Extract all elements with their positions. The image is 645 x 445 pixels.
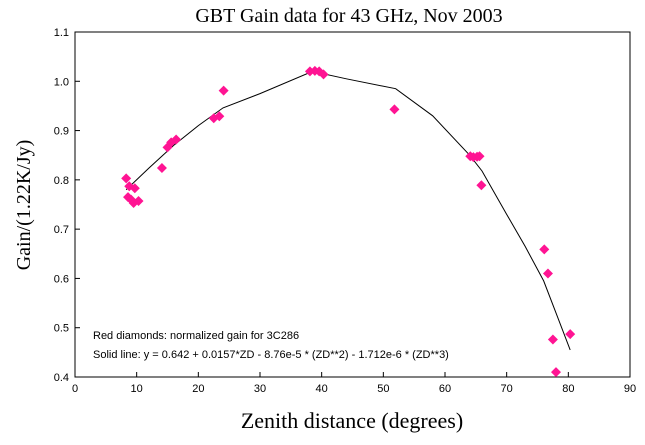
data-point-diamond (565, 329, 576, 340)
x-tick-label: 20 (192, 383, 204, 395)
annotation-red-diamonds: Red diamonds: normalized gain for 3C286 (93, 330, 299, 342)
x-tick-label: 40 (316, 383, 328, 395)
y-tick-label: 0.7 (54, 224, 69, 236)
y-tick-label: 1.0 (54, 76, 69, 88)
x-tick-label: 80 (562, 383, 574, 395)
data-point-diamond (389, 104, 400, 115)
data-point-diamond (551, 367, 561, 378)
data-point-diamond (171, 134, 182, 145)
y-tick-label: 0.6 (54, 273, 69, 285)
y-tick-label: 0.8 (54, 175, 69, 187)
y-axis: 0.4 0.5 0.6 0.7 0.8 0.9 1.0 1.1 (54, 27, 80, 384)
data-point-diamond (218, 85, 229, 96)
annotation-solid-line: Solid line: y = 0.642 + 0.0157*ZD - 8.76… (93, 349, 449, 361)
y-tick-label: 1.1 (54, 27, 69, 39)
data-point-diamond (214, 111, 225, 122)
data-point-diamond (318, 69, 329, 80)
data-point-diamond (542, 268, 553, 279)
x-tick-label: 0 (72, 383, 78, 395)
data-point-diamond (476, 180, 487, 191)
x-axis: 0 10 20 30 40 50 60 70 80 90 (72, 372, 636, 395)
data-point-diamond (156, 163, 167, 174)
x-tick-label: 90 (624, 383, 636, 395)
y-tick-label: 0.9 (54, 126, 69, 138)
data-point-diamond (133, 196, 144, 207)
x-tick-label: 10 (131, 383, 143, 395)
data-points (121, 65, 576, 378)
x-tick-label: 50 (377, 383, 389, 395)
plot-area (74, 31, 631, 378)
chart-title: GBT Gain data for 43 GHz, Nov 2003 (195, 5, 502, 27)
y-axis-label: Gain/(1.22K/Jy) (13, 140, 35, 271)
x-axis-label: Zenith distance (degrees) (241, 408, 463, 433)
y-tick-label: 0.5 (54, 323, 69, 335)
data-point-diamond (129, 183, 140, 194)
data-point-diamond (539, 244, 550, 255)
data-point-diamond (474, 151, 485, 162)
x-tick-label: 70 (501, 383, 513, 395)
y-tick-label: 0.4 (54, 372, 69, 384)
data-point-diamond (121, 173, 132, 184)
fit-curve (125, 70, 571, 351)
x-tick-label: 30 (254, 383, 266, 395)
x-tick-label: 60 (439, 383, 451, 395)
data-point-diamond (547, 334, 558, 345)
